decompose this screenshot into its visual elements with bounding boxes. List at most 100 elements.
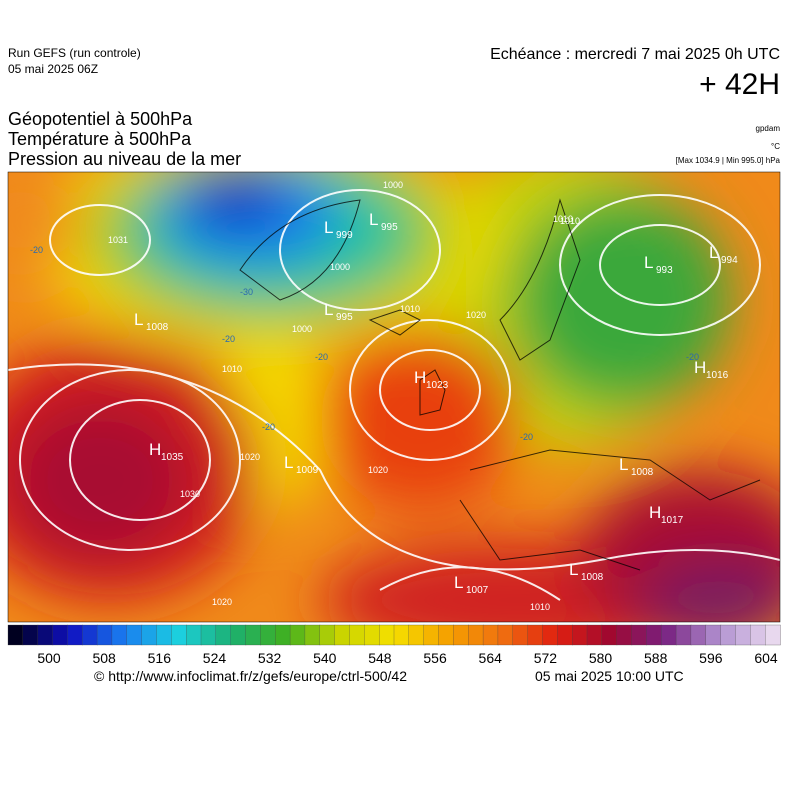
colorbar-label: 540 — [313, 650, 337, 666]
center-kind: L — [324, 218, 333, 237]
colorbar-swatch — [7, 624, 24, 646]
colorbar-swatch — [661, 624, 677, 646]
temperature-label: -20 — [30, 245, 43, 255]
center-kind: H — [694, 358, 706, 377]
colorbar-swatch — [230, 624, 247, 646]
colorbar-label: 572 — [534, 650, 558, 666]
colorbar-swatch — [705, 624, 722, 646]
unit-temperature: °C — [771, 142, 780, 151]
colorbar-swatch — [22, 624, 39, 646]
colorbar-swatch — [96, 624, 113, 646]
title: Température à 500hPa — [8, 129, 192, 149]
center-kind: L — [284, 453, 293, 472]
center-value: 1008 — [146, 322, 169, 333]
colorbar-label: 548 — [368, 650, 392, 666]
colorbar-swatch — [67, 624, 83, 646]
isobar-label: 1031 — [108, 235, 128, 245]
colorbar-swatch — [735, 624, 751, 646]
colorbar-swatch — [765, 624, 781, 646]
temperature-label: -20 — [315, 352, 328, 362]
center-value: 1023 — [426, 380, 449, 391]
colorbar-swatch — [37, 624, 54, 646]
colorbar-label: 556 — [423, 650, 447, 666]
colorbar-swatch — [171, 624, 187, 646]
temperature-label: -20 — [520, 432, 533, 442]
isobar-label: 1010 — [400, 304, 420, 314]
colorbar-swatch — [200, 624, 217, 646]
colorbar-swatch — [111, 624, 128, 646]
center-value: 1017 — [661, 515, 684, 526]
colorbar-label: 588 — [644, 650, 668, 666]
colorbar-swatch — [646, 624, 662, 646]
colorbar-swatch — [393, 624, 410, 646]
run-label: Run GEFS (run controle) — [8, 46, 141, 60]
center-value: 1035 — [161, 452, 184, 463]
colorbar-swatch — [215, 624, 232, 646]
colorbar-swatch — [260, 624, 276, 646]
colorbar-swatch — [423, 624, 440, 646]
isobar-label: 1010 — [530, 602, 550, 612]
isobar-label: 1000 — [330, 262, 350, 272]
title: Géopotentiel à 500hPa — [8, 109, 193, 129]
run-date: 05 mai 2025 06Z — [8, 62, 99, 76]
center-value: 994 — [721, 255, 738, 266]
isobar-label: 1010 — [560, 216, 580, 226]
colorbar-swatch — [52, 624, 69, 646]
colorbar-swatch — [601, 624, 618, 646]
colorbar-swatch — [141, 624, 158, 646]
lead-time: + 42H — [699, 68, 780, 101]
center-kind: L — [644, 253, 653, 272]
center-value: 999 — [336, 230, 353, 241]
temperature-label: -20 — [262, 422, 275, 432]
colorbar-swatch — [675, 624, 692, 646]
colorbar-swatch — [245, 624, 262, 646]
isobar-label: 1010 — [553, 214, 573, 224]
colorbar-swatch — [572, 624, 588, 646]
colorbar-swatch — [527, 624, 544, 646]
unit-geopotential: gpdam — [755, 124, 780, 133]
colorbar-swatch — [557, 624, 573, 646]
colorbar-swatch — [586, 624, 603, 646]
colorbar-swatch — [616, 624, 633, 646]
center-kind: L — [454, 573, 463, 592]
colorbar-swatch — [750, 624, 766, 646]
colorbar-label: 580 — [589, 650, 613, 666]
colorbar-swatch — [82, 624, 98, 646]
isobar-label: 1010 — [222, 364, 242, 374]
colorbar-swatch — [156, 624, 172, 646]
footer-date: 05 mai 2025 10:00 UTC — [535, 668, 684, 684]
colorbar-swatch — [408, 624, 425, 646]
unit-pressure: [Max 1034.9 | Min 995.0] hPa — [675, 156, 780, 165]
colorbar-label: 516 — [148, 650, 172, 666]
colorbar-swatch — [186, 624, 202, 646]
colorbar-swatch — [379, 624, 395, 646]
colorbar-label: 524 — [203, 650, 227, 666]
colorbar-swatch — [126, 624, 143, 646]
isobar-label: 1000 — [292, 324, 312, 334]
isobar-label: 1000 — [383, 180, 403, 190]
colorbar-label: 564 — [479, 650, 503, 666]
colorbar-swatch — [304, 624, 321, 646]
center-value: 1008 — [581, 572, 604, 583]
colorbar-label: 596 — [699, 650, 723, 666]
colorbar: 500 508 516 524 532 540 548 556 564 572 580 588 596 6… — [7, 624, 781, 666]
colorbar-label: 508 — [92, 650, 116, 666]
colorbar-swatch — [690, 624, 707, 646]
center-kind: H — [649, 503, 661, 522]
colorbar-swatch — [720, 624, 737, 646]
colorbar-label: 604 — [754, 650, 778, 666]
colorbar-label: 500 — [37, 650, 61, 666]
center-value: 1016 — [706, 370, 729, 381]
colorbar-swatch — [482, 624, 499, 646]
colorbar-swatch — [275, 624, 291, 646]
colorbar-swatch — [334, 624, 351, 646]
center-value: 995 — [381, 222, 398, 233]
center-kind: H — [414, 368, 426, 387]
colorbar-swatch — [453, 624, 469, 646]
colorbar-swatch — [631, 624, 648, 646]
center-kind: L — [619, 455, 628, 474]
colorbar-swatch — [319, 624, 336, 646]
center-kind: L — [134, 310, 143, 329]
